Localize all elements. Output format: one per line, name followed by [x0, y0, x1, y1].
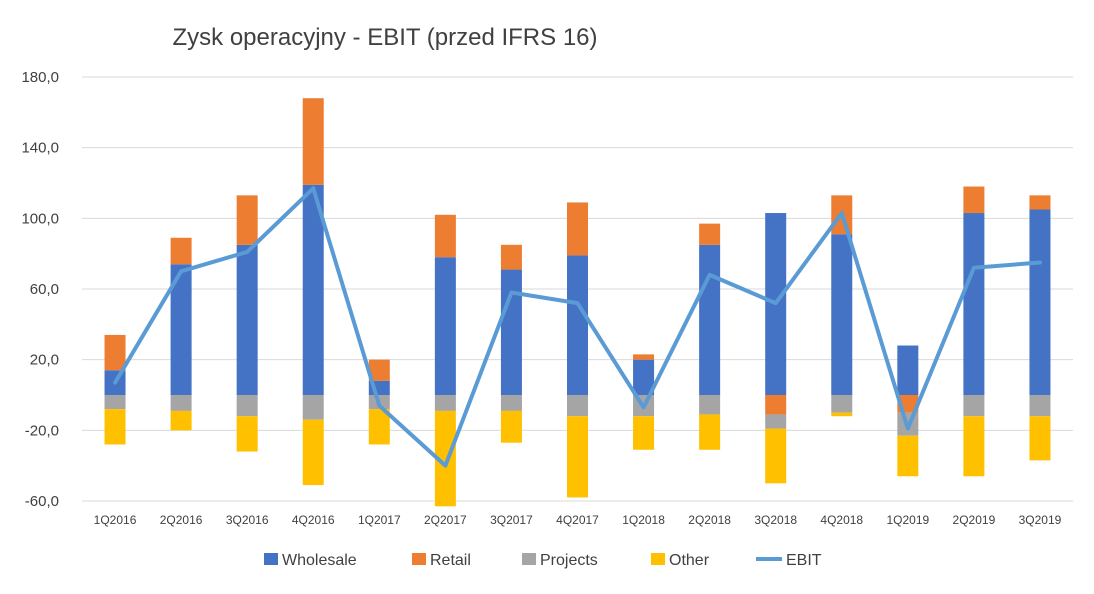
- bar-projects-3q2019: [1029, 395, 1051, 417]
- y-tick-label: -60,0: [25, 493, 59, 510]
- bar-retail-3q2018: [765, 395, 787, 415]
- legend-item-projects[interactable]: Projects: [522, 552, 598, 569]
- x-tick-label: 2Q2016: [160, 513, 203, 527]
- x-axis-tick-labels: 1Q2016 2Q2016 3Q2016 4Q2016 1Q2017 2Q2017 3Q20…: [94, 513, 1062, 527]
- bar-other-2q2017: [434, 410, 456, 507]
- bar-projects-2q2019: [963, 395, 985, 417]
- x-tick-label: 1Q2017: [358, 513, 401, 527]
- bar-projects-3q2017: [500, 395, 522, 411]
- bar-projects-2q2018: [699, 395, 721, 415]
- bar-other-2q2018: [699, 414, 721, 450]
- bar-wholesale-2q2016: [170, 264, 192, 395]
- legend-swatch: [264, 553, 278, 565]
- x-tick-label: 2Q2018: [688, 513, 731, 527]
- ebit-line-series: [113, 186, 1042, 468]
- bar-retail-4q2017: [567, 202, 588, 256]
- bar-projects-4q2017: [567, 395, 588, 417]
- bar-other-2q2019: [963, 416, 985, 477]
- bar-other-3q2017: [500, 410, 522, 443]
- bar-retail-2q2016: [170, 237, 192, 265]
- bar-projects-3q2018: [765, 414, 787, 429]
- x-tick-label: 2Q2017: [424, 513, 467, 527]
- bar-retail-4q2016: [302, 98, 324, 185]
- bar-other-1q2016: [104, 409, 126, 445]
- legend-label: Retail: [430, 552, 471, 569]
- bar-retail-3q2017: [500, 244, 522, 270]
- bar-other-4q2018: [831, 412, 853, 417]
- bar-other-3q2018: [765, 428, 787, 484]
- bar-projects-3q2016: [236, 395, 258, 417]
- legend: Wholesale Retail Projects Other EBIT: [264, 552, 822, 569]
- x-tick-label: 4Q2017: [556, 513, 599, 527]
- bar-retail-2q2019: [963, 186, 985, 214]
- legend-item-wholesale[interactable]: Wholesale: [264, 552, 357, 569]
- x-tick-label: 1Q2018: [622, 513, 665, 527]
- chart-title: Zysk operacyjny - EBIT (przed IFRS 16): [172, 24, 597, 51]
- legend-label: Other: [669, 552, 710, 569]
- x-tick-label: 3Q2016: [226, 513, 269, 527]
- bar-other-1q2018: [633, 416, 655, 450]
- bar-retail-3q2016: [236, 195, 258, 245]
- bar-wholesale-3q2016: [236, 244, 258, 395]
- legend-swatch: [522, 553, 536, 565]
- x-tick-label: 4Q2016: [292, 513, 335, 527]
- legend-item-other[interactable]: Other: [651, 552, 710, 569]
- legend-item-retail[interactable]: Retail: [412, 552, 471, 569]
- y-tick-label: 140,0: [21, 140, 59, 157]
- legend-item-ebit[interactable]: EBIT: [756, 552, 822, 569]
- bar-retail-2q2018: [699, 223, 721, 245]
- bar-retail-1q2017: [368, 359, 390, 381]
- legend-swatch: [651, 553, 665, 565]
- legend-label: Wholesale: [282, 552, 357, 569]
- x-tick-label: 4Q2018: [820, 513, 863, 527]
- y-tick-label: 20,0: [30, 352, 59, 369]
- bar-wholesale-2q2017: [434, 257, 456, 395]
- bar-other-1q2017: [368, 409, 390, 445]
- x-tick-label: 3Q2018: [754, 513, 797, 527]
- bar-wholesale-4q2017: [567, 255, 588, 395]
- x-tick-label: 1Q2016: [94, 513, 137, 527]
- bar-retail-1q2018: [633, 354, 655, 360]
- bar-projects-4q2016: [302, 395, 324, 420]
- bar-wholesale-1q2019: [897, 345, 919, 395]
- y-tick-label: 180,0: [21, 69, 59, 86]
- legend-label: EBIT: [786, 552, 822, 569]
- x-tick-label: 2Q2019: [953, 513, 996, 527]
- bar-projects-1q2016: [104, 395, 126, 410]
- bar-retail-3q2019: [1029, 195, 1051, 210]
- bar-wholesale-4q2018: [831, 234, 853, 395]
- bar-wholesale-2q2019: [963, 213, 985, 395]
- bar-other-2q2016: [170, 410, 192, 431]
- y-tick-label: -20,0: [25, 422, 59, 439]
- bar-projects-4q2018: [831, 395, 853, 413]
- bar-wholesale-1q2018: [633, 359, 655, 395]
- legend-label: Projects: [540, 552, 598, 569]
- x-tick-label: 1Q2019: [886, 513, 929, 527]
- bar-wholesale-4q2016: [302, 184, 324, 395]
- bar-other-3q2016: [236, 416, 258, 452]
- legend-swatch: [412, 553, 426, 565]
- x-tick-label: 3Q2017: [490, 513, 533, 527]
- bar-series: [104, 98, 1051, 507]
- line-ebit: [113, 186, 1042, 468]
- bar-retail-1q2016: [104, 334, 126, 371]
- x-tick-label: 3Q2019: [1019, 513, 1062, 527]
- bar-other-3q2019: [1029, 416, 1051, 461]
- bar-wholesale-2q2018: [699, 244, 721, 395]
- bar-wholesale-3q2019: [1029, 209, 1051, 395]
- y-axis-tick-labels: 180,0 140,0 100,0 60,0 20,0 -20,0 -60,0: [21, 69, 59, 510]
- y-tick-label: 100,0: [21, 210, 59, 227]
- y-tick-label: 60,0: [30, 281, 59, 298]
- bar-projects-2q2016: [170, 395, 192, 411]
- bar-wholesale-3q2017: [500, 269, 522, 395]
- bar-other-1q2019: [897, 435, 919, 477]
- bar-projects-2q2017: [434, 395, 456, 411]
- bar-other-4q2017: [567, 416, 588, 498]
- bar-retail-2q2017: [434, 214, 456, 258]
- bar-other-4q2016: [302, 419, 324, 486]
